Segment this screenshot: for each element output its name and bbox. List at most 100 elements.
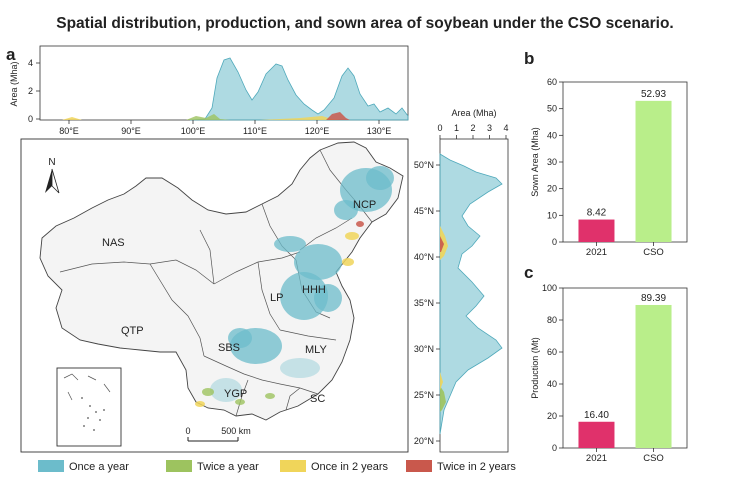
y-tick-label: 20 (547, 184, 557, 194)
top-x-tick: 100°E (181, 126, 206, 136)
x-tick-label: 2021 (586, 453, 607, 464)
top-area-profile: 4 2 0 Area (Mha) 80°E 90°E 100°E 110°E 1… (9, 45, 409, 136)
region-label: NCP (353, 199, 376, 211)
bar-value-label: 89.39 (641, 293, 666, 304)
side-y-tick: 45°N (414, 206, 434, 216)
top-profile-once-a-year (189, 57, 409, 121)
production-bar-chart: 0 20 40 60 80 100 Production (Mt) 16.40 2021 89.3… (530, 283, 688, 464)
bar-2021 (578, 219, 615, 242)
side-y-tick: 50°N (414, 160, 434, 170)
china-outline (39, 141, 404, 421)
top-y-tick: 2 (28, 86, 33, 96)
bar-cso (635, 100, 672, 242)
bar-2021 (578, 421, 615, 448)
legend-label: Twice in 2 years (437, 461, 516, 473)
crop-twice-in-2-years (356, 221, 364, 227)
bar-value-label: 8.42 (587, 208, 607, 219)
region-label: LP (270, 292, 283, 304)
region-label: YGP (224, 388, 247, 400)
top-profile-twice-a-year (186, 114, 230, 120)
side-y-tick: 20°N (414, 436, 434, 446)
south-china-sea-inset (56, 367, 122, 447)
x-tick-label: 2021 (586, 247, 607, 258)
top-profile-once-in-2-years (62, 116, 340, 120)
y-tick-label: 0 (552, 237, 557, 247)
side-profile-twice-in-2-years (440, 236, 444, 252)
side-profile-once-a-year (439, 153, 503, 435)
scale-label: 500 km (221, 426, 251, 436)
y-tick-label: 100 (542, 283, 557, 293)
side-y-tick: 25°N (414, 390, 434, 400)
scale-bar: 0 500 km (185, 426, 251, 442)
crop-once-a-year (210, 166, 394, 402)
side-profile-y-axis: 50°N 45°N 40°N 35°N 30°N 25°N 20°N (414, 160, 440, 446)
legend-swatch-once-in-2-years (280, 460, 306, 472)
y-tick-label: 60 (547, 77, 557, 87)
legend-label: Twice a year (197, 461, 259, 473)
region-label: NAS (102, 237, 125, 249)
bar-cso (635, 304, 672, 448)
top-y-tick: 0 (28, 114, 33, 124)
side-profile-twice-a-year (440, 386, 446, 412)
side-y-tick: 30°N (414, 344, 434, 354)
region-label: SC (310, 393, 325, 405)
side-y-tick: 40°N (414, 252, 434, 262)
y-axis-label: Sown Area (Mha) (530, 127, 540, 197)
bar-value-label: 52.93 (641, 89, 666, 100)
y-axis-label: Production (Mt) (530, 337, 540, 399)
panel-label-b: b (524, 49, 534, 68)
top-y-axis-label: Area (Mha) (9, 61, 19, 106)
scale-zero: 0 (185, 426, 190, 436)
sown-area-bar-chart: 0 10 20 30 40 50 60 Sown Area (Mha) 8.42 2021 52.9… (530, 77, 688, 258)
bar-value-label: 16.40 (584, 410, 609, 421)
legend-label: Once a year (69, 461, 129, 473)
y-tick-label: 10 (547, 210, 557, 220)
panel-label-c: c (524, 263, 533, 282)
plot-frame (562, 287, 688, 449)
x-tick-label: CSO (643, 247, 664, 258)
top-profile-twice-in-2-years (326, 112, 350, 120)
side-y-tick: 35°N (414, 298, 434, 308)
region-label: SBS (218, 342, 240, 354)
province-borders (59, 149, 373, 417)
legend-swatch-twice-a-year (166, 460, 192, 472)
crop-twice-a-year (202, 388, 275, 405)
side-x-tick: 0 (437, 123, 442, 133)
top-profile-x-axis: 80°E 90°E 100°E 110°E 120°E 130°E (59, 120, 391, 136)
side-x-tick: 3 (487, 123, 492, 133)
side-x-tick: 4 (503, 123, 508, 133)
north-label: N (48, 157, 55, 168)
y-tick-label: 40 (547, 379, 557, 389)
top-x-tick: 110°E (243, 126, 267, 136)
region-label: HHH (302, 284, 326, 296)
region-label: QTP (121, 325, 144, 337)
legend-swatch-twice-in-2-years (406, 460, 432, 472)
region-label: MLY (305, 344, 327, 356)
y-tick-label: 30 (547, 157, 557, 167)
top-x-tick: 130°E (367, 126, 392, 136)
legend-label: Once in 2 years (311, 461, 389, 473)
north-arrow: N (45, 157, 60, 194)
top-x-tick: 120°E (305, 126, 330, 136)
y-tick-label: 50 (547, 104, 557, 114)
y-tick-label: 40 (547, 130, 557, 140)
y-tick-label: 60 (547, 347, 557, 357)
legend: Once a year Twice a year Once in 2 years… (38, 460, 516, 473)
legend-swatch-once-a-year (38, 460, 64, 472)
top-x-tick: 80°E (59, 126, 79, 136)
side-profile-x-axis: 0 1 2 3 4 Area (Mha) (437, 108, 509, 139)
region-labels: NAS NCP QTP LP HHH SBS MLY YGP SC (102, 199, 376, 405)
side-x-axis-label: Area (Mha) (451, 108, 496, 118)
panel-label-a: a (6, 45, 16, 64)
side-x-tick: 1 (454, 123, 459, 133)
top-profile-y-axis: 4 2 0 Area (Mha) (9, 58, 40, 124)
crop-once-in-2-years (195, 232, 359, 407)
y-tick-label: 80 (547, 315, 557, 325)
top-x-tick: 90°E (121, 126, 141, 136)
side-x-tick: 2 (470, 123, 475, 133)
top-y-tick: 4 (28, 58, 33, 68)
figure-title: Spatial distribution, production, and so… (56, 15, 674, 32)
china-map: NAS NCP QTP LP HHH SBS MLY YGP SC N (20, 138, 409, 453)
side-area-profile: 0 1 2 3 4 Area (Mha) 50°N 45°N 40°N 35°N… (414, 108, 509, 453)
